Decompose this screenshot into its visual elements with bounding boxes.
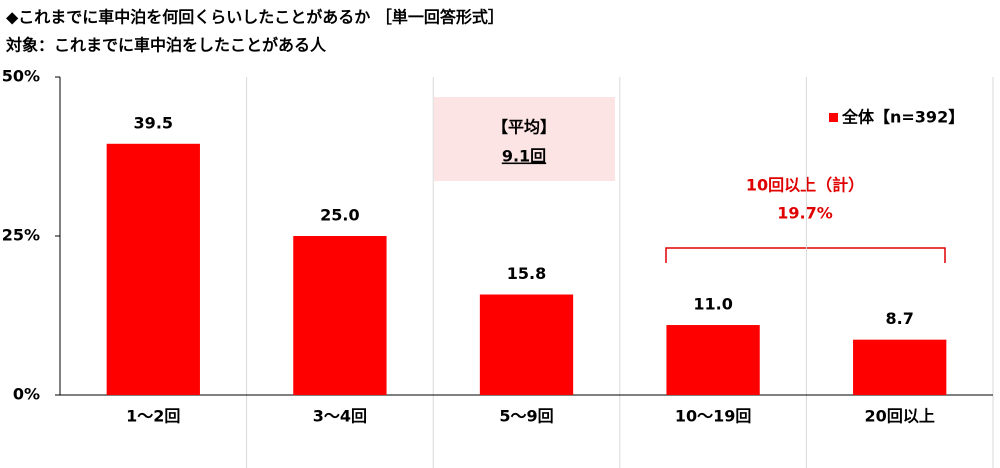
bar xyxy=(479,294,574,395)
y-tick-label: 0% xyxy=(13,385,40,404)
value-label: 11.0 xyxy=(693,295,732,314)
x-tick-label: 1〜2回 xyxy=(126,407,180,426)
legend-label: 全体【n=392】 xyxy=(841,108,964,127)
bar xyxy=(293,236,387,395)
y-tick-label: 50% xyxy=(2,67,40,86)
mean-box xyxy=(434,97,615,181)
y-tick-label: 25% xyxy=(2,226,40,245)
x-tick-label: 3〜4回 xyxy=(313,407,367,426)
chart-subtitle: 対象：これまでに車中泊をしたことがある人 xyxy=(5,36,327,55)
value-label: 25.0 xyxy=(320,206,359,225)
group-label: 10回以上（計） xyxy=(746,176,864,195)
group-value: 19.7% xyxy=(777,204,833,223)
x-tick-label: 10〜19回 xyxy=(675,407,752,426)
legend-swatch xyxy=(829,113,838,122)
bar xyxy=(106,143,200,395)
value-label: 8.7 xyxy=(886,309,914,328)
bar xyxy=(666,325,760,395)
value-label: 15.8 xyxy=(507,264,546,283)
x-tick-label: 20回以上 xyxy=(865,407,935,426)
group-bracket xyxy=(665,247,946,263)
bar xyxy=(853,339,947,395)
x-tick-label: 5〜9回 xyxy=(499,407,553,426)
value-label: 39.5 xyxy=(134,113,173,132)
chart-title: ◆これまでに車中泊を何回くらいしたことがあるか ［単一回答形式］ xyxy=(6,8,504,27)
mean-value: 9.1回 xyxy=(502,147,546,166)
mean-label: 【平均】 xyxy=(492,118,556,137)
